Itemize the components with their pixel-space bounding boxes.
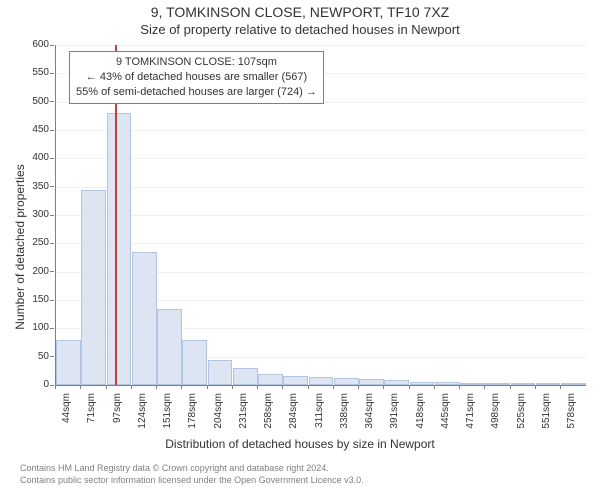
y-tick-label: 250 <box>21 237 49 248</box>
x-tickmark <box>80 385 81 389</box>
histogram-bar <box>107 113 132 385</box>
x-tick-label: 551sqm <box>541 393 552 443</box>
x-tick-label: 364sqm <box>364 393 375 443</box>
x-tickmark <box>358 385 359 389</box>
x-tickmark <box>333 385 334 389</box>
x-tickmark <box>232 385 233 389</box>
x-tick-label: 71sqm <box>86 393 97 443</box>
histogram-bar <box>561 383 586 385</box>
x-tickmark <box>106 385 107 389</box>
histogram-bar <box>283 376 308 385</box>
x-tickmark <box>560 385 561 389</box>
x-tick-label: 258sqm <box>263 393 274 443</box>
x-tick-label: 124sqm <box>137 393 148 443</box>
footer-line-2: Contains public sector information licen… <box>20 475 364 487</box>
x-tick-label: 178sqm <box>187 393 198 443</box>
y-tick-label: 500 <box>21 96 49 107</box>
x-tick-label: 391sqm <box>389 393 400 443</box>
gridline <box>56 187 586 188</box>
chart-root: 9, TOMKINSON CLOSE, NEWPORT, TF10 7XZ Si… <box>0 0 600 500</box>
x-tickmark <box>131 385 132 389</box>
histogram-bar <box>359 379 384 385</box>
histogram-bar <box>81 190 106 386</box>
x-tick-label: 498sqm <box>490 393 501 443</box>
page-subtitle: Size of property relative to detached ho… <box>0 22 600 37</box>
x-tickmark <box>535 385 536 389</box>
histogram-bar <box>258 374 283 385</box>
histogram-bar <box>384 380 409 385</box>
gridline <box>56 243 586 244</box>
y-tick-label: 600 <box>21 39 49 50</box>
x-tickmark <box>207 385 208 389</box>
histogram-bar <box>485 383 510 385</box>
y-tick-label: 550 <box>21 67 49 78</box>
x-tickmark <box>257 385 258 389</box>
x-tick-label: 418sqm <box>415 393 426 443</box>
x-tickmark <box>484 385 485 389</box>
x-tickmark <box>459 385 460 389</box>
histogram-bar <box>56 340 81 385</box>
gridline <box>56 158 586 159</box>
x-tick-label: 151sqm <box>162 393 173 443</box>
y-tick-label: 200 <box>21 266 49 277</box>
gridline <box>56 215 586 216</box>
y-tick-label: 300 <box>21 209 49 220</box>
annotation-line-2: ← 43% of detached houses are smaller (56… <box>76 70 317 85</box>
y-tick-label: 400 <box>21 152 49 163</box>
gridline <box>56 130 586 131</box>
page-title: 9, TOMKINSON CLOSE, NEWPORT, TF10 7XZ <box>0 4 600 20</box>
histogram-bar <box>460 383 485 385</box>
x-tick-label: 471sqm <box>465 393 476 443</box>
y-tick-label: 350 <box>21 181 49 192</box>
annotation-box: 9 TOMKINSON CLOSE: 107sqm ← 43% of detac… <box>69 51 324 104</box>
histogram-bar <box>435 382 460 385</box>
histogram-bar <box>157 309 182 386</box>
histogram-bar <box>410 382 435 385</box>
x-tick-label: 578sqm <box>566 393 577 443</box>
x-tickmark <box>510 385 511 389</box>
annotation-line-3: 55% of semi-detached houses are larger (… <box>76 85 317 100</box>
y-tick-label: 450 <box>21 124 49 135</box>
histogram-bar <box>511 383 536 385</box>
x-tickmark <box>55 385 56 389</box>
x-tick-label: 44sqm <box>61 393 72 443</box>
gridline <box>56 45 586 46</box>
x-tick-label: 97sqm <box>112 393 123 443</box>
x-tickmark <box>383 385 384 389</box>
x-tickmark <box>181 385 182 389</box>
histogram-bar <box>334 378 359 385</box>
x-tickmark <box>434 385 435 389</box>
x-tickmark <box>308 385 309 389</box>
histogram-bar <box>536 383 561 385</box>
x-tick-label: 338sqm <box>339 393 350 443</box>
x-tickmark <box>156 385 157 389</box>
x-tick-label: 284sqm <box>288 393 299 443</box>
y-tick-label: 0 <box>21 379 49 390</box>
histogram-bar <box>182 340 207 385</box>
x-tick-label: 311sqm <box>314 393 325 443</box>
y-tick-label: 150 <box>21 294 49 305</box>
x-tick-label: 445sqm <box>440 393 451 443</box>
y-tick-label: 100 <box>21 322 49 333</box>
y-tick-label: 50 <box>21 351 49 362</box>
x-tickmark <box>409 385 410 389</box>
x-tick-label: 204sqm <box>213 393 224 443</box>
histogram-bar <box>233 368 258 385</box>
x-tick-label: 525sqm <box>516 393 527 443</box>
footer-line-1: Contains HM Land Registry data © Crown c… <box>20 463 364 475</box>
footer-attribution: Contains HM Land Registry data © Crown c… <box>20 463 364 486</box>
x-tickmark <box>282 385 283 389</box>
x-tick-label: 231sqm <box>238 393 249 443</box>
annotation-line-1: 9 TOMKINSON CLOSE: 107sqm <box>76 55 317 70</box>
histogram-bar <box>132 252 157 385</box>
histogram-bar <box>309 377 334 385</box>
histogram-bar <box>208 360 233 386</box>
